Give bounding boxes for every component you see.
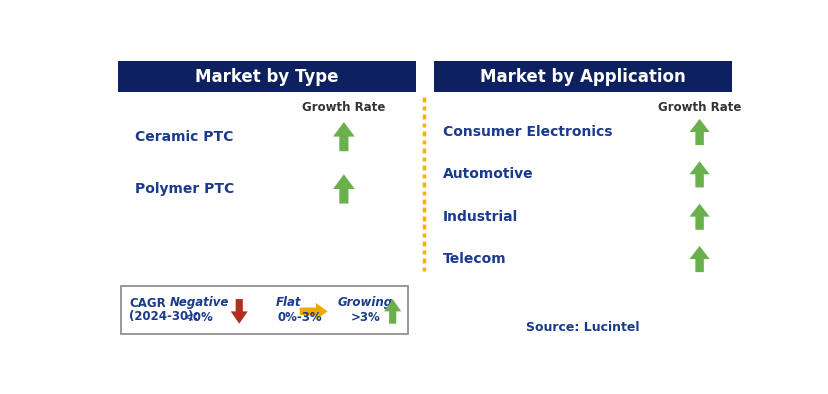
Polygon shape bbox=[689, 246, 709, 272]
Text: CAGR: CAGR bbox=[129, 297, 166, 310]
Text: <0%: <0% bbox=[184, 311, 214, 324]
Polygon shape bbox=[689, 204, 709, 230]
Text: Negative: Negative bbox=[169, 296, 229, 309]
Text: Growth Rate: Growth Rate bbox=[302, 101, 385, 114]
Text: Automotive: Automotive bbox=[442, 167, 533, 181]
Text: Market by Type: Market by Type bbox=[195, 67, 338, 85]
Polygon shape bbox=[300, 303, 327, 320]
FancyBboxPatch shape bbox=[122, 286, 407, 334]
FancyBboxPatch shape bbox=[118, 61, 416, 92]
Polygon shape bbox=[383, 299, 401, 324]
Text: Industrial: Industrial bbox=[442, 210, 518, 224]
FancyBboxPatch shape bbox=[433, 61, 731, 92]
Polygon shape bbox=[230, 299, 248, 324]
Text: 0%-3%: 0%-3% bbox=[277, 311, 321, 324]
Text: Consumer Electronics: Consumer Electronics bbox=[442, 125, 612, 139]
Text: Ceramic PTC: Ceramic PTC bbox=[134, 130, 233, 143]
Text: Source: Lucintel: Source: Lucintel bbox=[526, 321, 639, 334]
Text: Growth Rate: Growth Rate bbox=[657, 101, 740, 114]
Polygon shape bbox=[333, 174, 354, 204]
Text: Flat: Flat bbox=[275, 296, 301, 309]
Text: Growing: Growing bbox=[338, 296, 392, 309]
Text: (2024-30):: (2024-30): bbox=[129, 310, 199, 323]
Text: >3%: >3% bbox=[350, 311, 380, 324]
Polygon shape bbox=[689, 119, 709, 145]
Text: Polymer PTC: Polymer PTC bbox=[134, 182, 233, 196]
Polygon shape bbox=[689, 161, 709, 188]
Text: Telecom: Telecom bbox=[442, 252, 506, 266]
Text: Market by Application: Market by Application bbox=[479, 67, 685, 85]
Polygon shape bbox=[333, 122, 354, 151]
